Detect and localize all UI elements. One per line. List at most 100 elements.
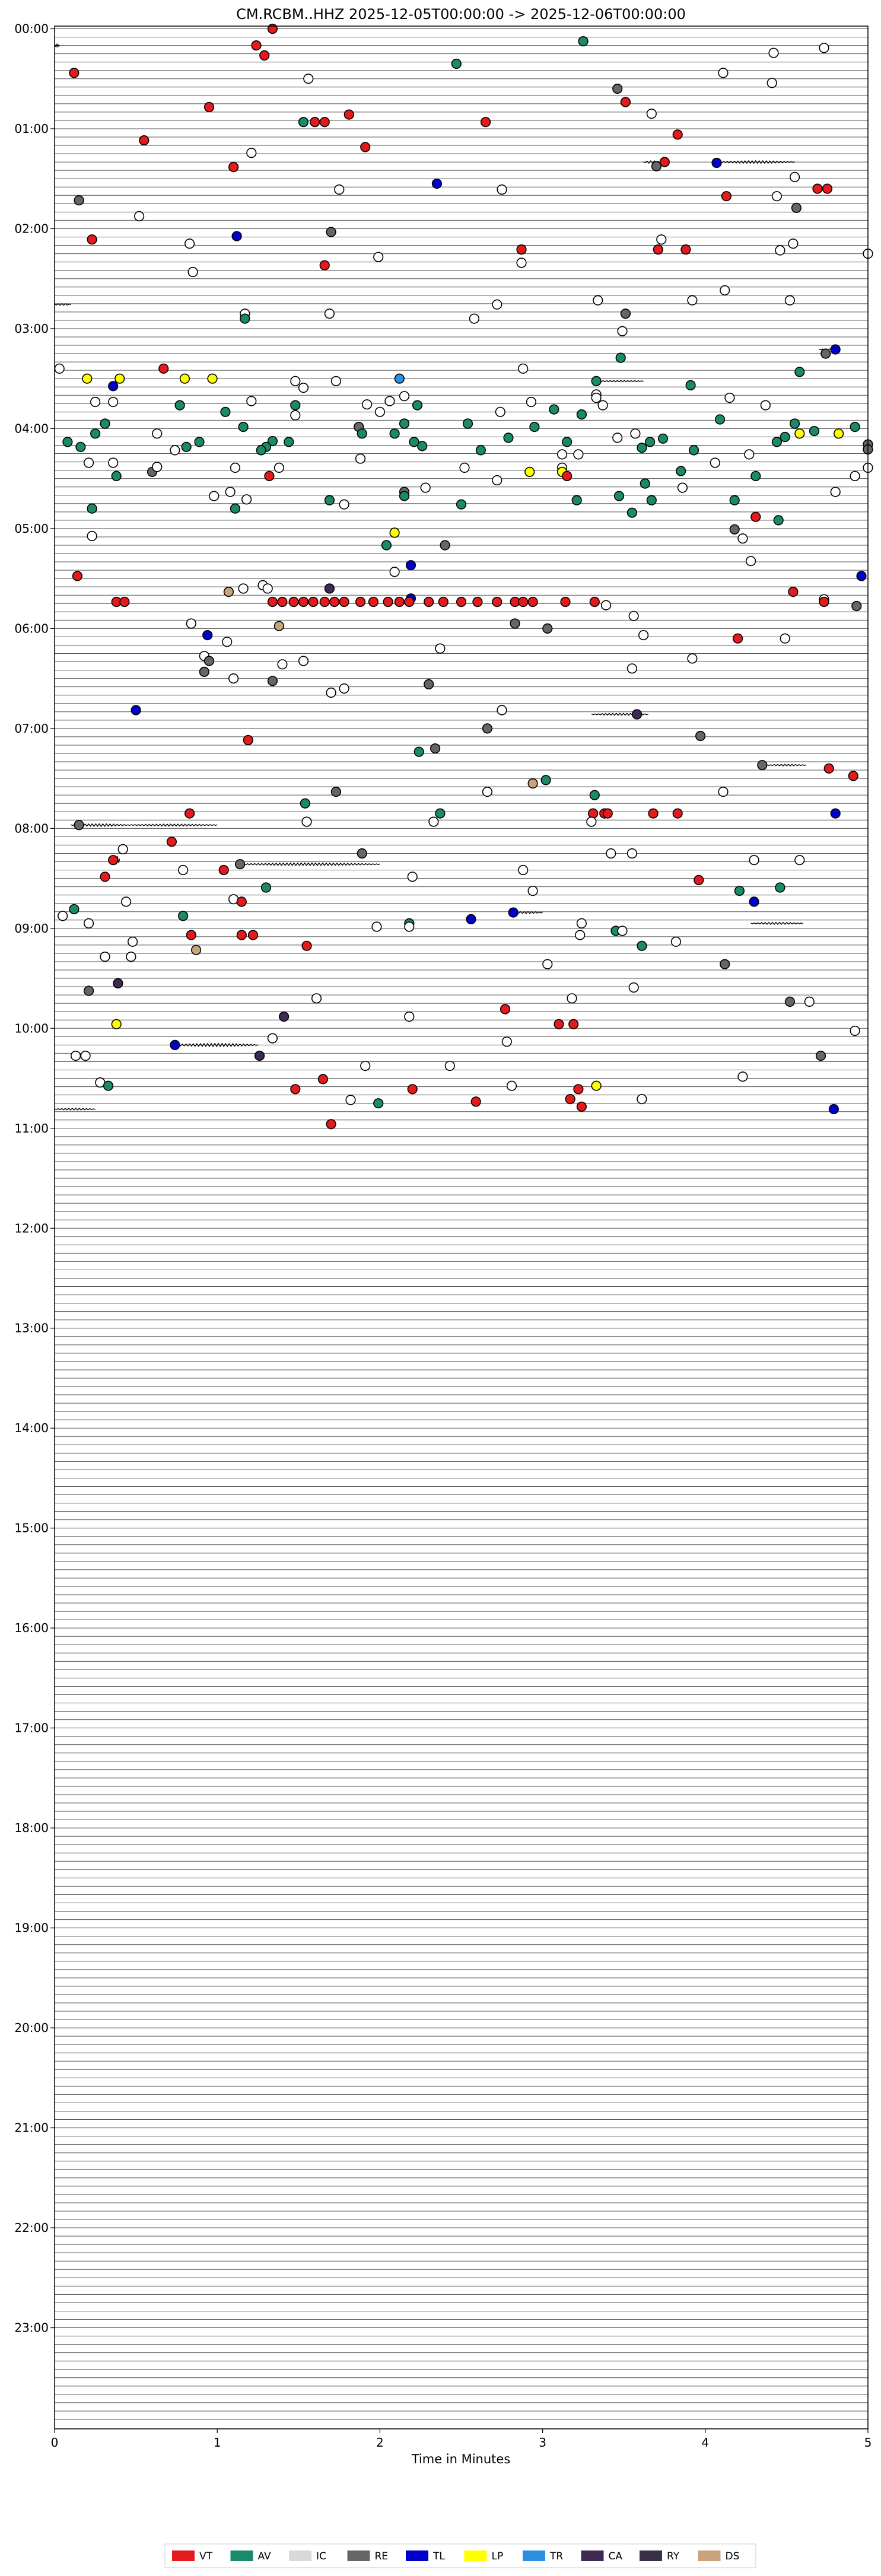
event-marker-av	[62, 437, 73, 447]
event-marker-ic	[718, 786, 729, 797]
legend-label-ry: RY	[667, 2550, 680, 2562]
event-marker-re	[203, 656, 215, 666]
event-marker-ic	[789, 171, 800, 183]
event-marker-av	[657, 433, 669, 444]
event-marker-av	[529, 421, 540, 432]
event-marker-re	[199, 666, 209, 677]
event-marker-ic	[152, 428, 163, 439]
event-marker-vt	[236, 896, 247, 907]
event-marker-ic	[501, 1036, 512, 1047]
event-marker-ic	[575, 930, 586, 940]
event-marker-av	[750, 470, 761, 482]
event-marker-ic	[152, 462, 163, 472]
event-marker-ic	[850, 1025, 860, 1036]
event-marker-re	[84, 985, 94, 996]
event-marker-vt	[404, 596, 415, 608]
event-marker-ic	[238, 583, 249, 594]
waveform-burst	[236, 862, 380, 867]
event-marker-vt	[301, 940, 312, 951]
event-marker-ic	[100, 951, 110, 962]
event-marker-re	[851, 600, 862, 612]
event-marker-av	[571, 495, 582, 505]
event-marker-av	[613, 491, 625, 501]
event-marker-vt	[186, 930, 196, 940]
event-marker-vt	[360, 142, 371, 152]
event-marker-ic	[830, 486, 841, 497]
event-marker-vt	[317, 1074, 329, 1085]
event-marker-vt	[732, 633, 743, 644]
event-marker-vt	[319, 117, 330, 128]
event-marker-vt	[166, 837, 177, 847]
event-marker-ic	[355, 453, 366, 464]
event-marker-vt	[308, 596, 319, 608]
event-marker-av	[324, 495, 335, 505]
event-marker-ic	[780, 633, 790, 644]
waveform-burst	[766, 764, 807, 767]
event-marker-re	[235, 859, 246, 870]
event-marker-av	[357, 428, 367, 439]
event-marker-vt	[602, 808, 613, 819]
event-marker-vt	[424, 596, 434, 608]
event-marker-ic	[637, 1093, 647, 1105]
event-marker-av	[637, 443, 647, 453]
event-marker-av	[220, 406, 231, 417]
event-marker-vt	[480, 117, 491, 128]
legend-label-tr: TR	[549, 2550, 563, 2562]
event-marker-tl	[828, 1103, 839, 1115]
event-marker-ic	[435, 643, 446, 654]
event-marker-ic	[407, 872, 418, 882]
event-marker-vt	[344, 109, 354, 120]
event-marker-ic	[737, 1071, 748, 1082]
event-marker-tl	[405, 560, 416, 571]
event-marker-ic	[326, 687, 336, 698]
event-marker-av	[615, 352, 626, 363]
event-marker-av	[451, 58, 462, 69]
event-marker-ic	[84, 457, 94, 468]
legend-label-ds: DS	[726, 2550, 740, 2562]
event-marker-av	[549, 404, 559, 415]
event-marker-av	[578, 36, 589, 47]
event-marker-av	[637, 940, 647, 951]
event-marker-ic	[117, 844, 128, 854]
event-marker-ic	[374, 406, 386, 417]
event-marker-ic	[209, 491, 220, 501]
event-marker-ic	[108, 457, 119, 468]
event-marker-vt	[139, 135, 150, 146]
event-marker-vt	[721, 191, 731, 202]
event-marker-ic	[586, 816, 597, 827]
event-marker-av	[435, 808, 446, 819]
event-marker-lp	[111, 1019, 122, 1029]
event-marker-av	[780, 431, 790, 443]
event-marker-ic	[90, 396, 101, 408]
event-marker-av	[298, 117, 309, 128]
event-marker-tl	[508, 907, 519, 918]
event-marker-av	[230, 503, 241, 514]
event-marker-re	[74, 195, 84, 206]
event-marker-vt	[456, 596, 467, 608]
event-marker-av	[111, 470, 122, 482]
event-marker-ic	[187, 266, 198, 278]
event-marker-ic	[718, 68, 729, 78]
event-marker-av	[462, 418, 473, 429]
event-marker-av	[688, 445, 699, 456]
legend-label-ic: IC	[316, 2550, 326, 2562]
event-marker-vt	[672, 129, 683, 140]
event-marker-vt	[310, 117, 320, 128]
event-marker-av	[809, 425, 820, 437]
event-marker-av	[389, 428, 400, 439]
event-marker-ic	[600, 600, 612, 610]
event-marker-ic	[225, 486, 236, 497]
event-marker-ic	[630, 428, 641, 439]
event-marker-av	[240, 313, 250, 324]
event-marker-ic	[526, 396, 537, 408]
event-marker-re	[612, 84, 623, 94]
event-marker-av	[417, 441, 428, 451]
event-marker-ic	[794, 855, 805, 866]
event-marker-vt	[267, 596, 278, 608]
event-marker-ic	[567, 993, 577, 1004]
event-marker-ic	[228, 673, 239, 684]
event-marker-vt	[368, 596, 379, 608]
waveform-burst	[54, 43, 60, 48]
event-marker-vt	[589, 596, 600, 608]
event-marker-av	[576, 409, 587, 420]
